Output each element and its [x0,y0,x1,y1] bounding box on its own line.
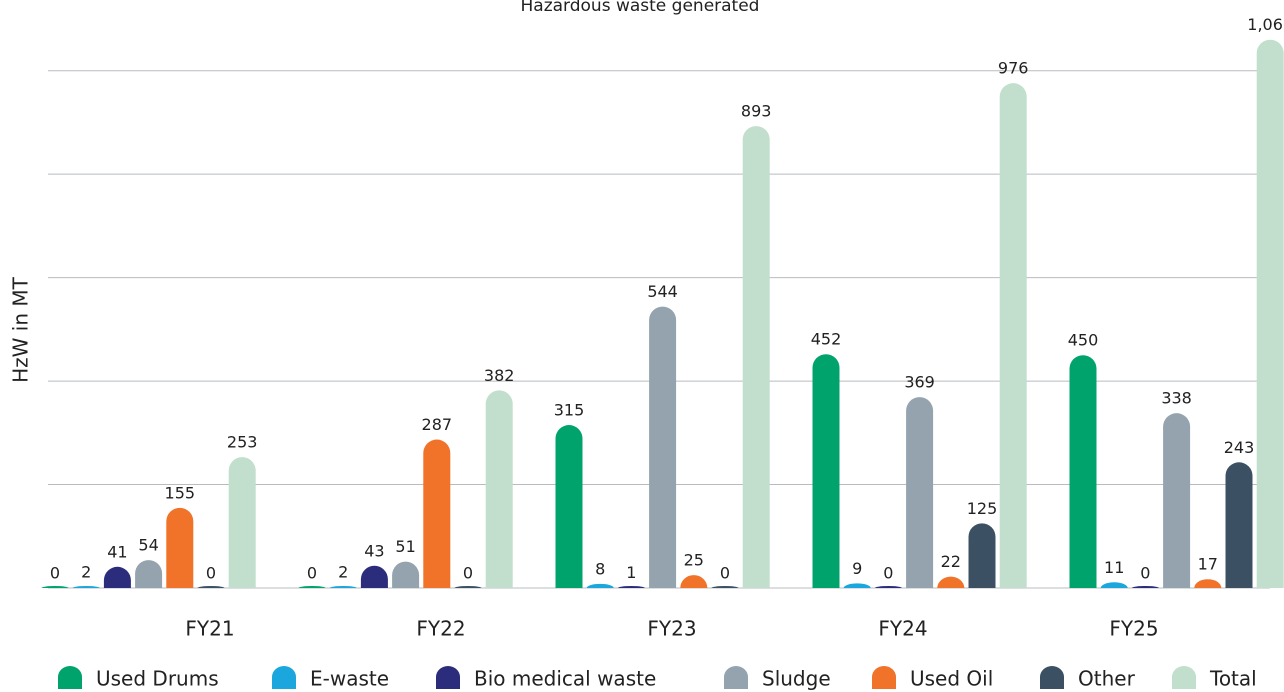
value-label: 155 [165,483,196,502]
value-label: 450 [1068,331,1099,350]
value-label: 893 [741,102,772,121]
bar [135,560,163,588]
bar [1163,413,1191,588]
legend-swatch [872,666,896,689]
value-label: 2 [81,562,91,581]
value-label: 0 [883,564,893,583]
bar [485,390,513,588]
value-label: 51 [395,537,415,556]
value-label: 0 [463,564,473,583]
value-label: 2 [338,562,348,581]
bar [103,566,131,588]
legend-swatch [1040,666,1064,689]
bar [1100,582,1128,588]
bar [617,586,645,588]
legend-swatch [724,666,748,689]
legend-label: Used Oil [910,667,993,691]
y-axis-label: HzW in MT [9,276,33,383]
value-label: 0 [720,564,730,583]
bar [329,586,357,588]
x-tick-label: FY22 [416,617,465,641]
legend-label: Bio medical waste [474,667,656,691]
value-label: 243 [1224,438,1255,457]
value-label: 125 [967,499,998,518]
bar [555,425,583,588]
value-label: 22 [941,552,961,571]
value-label: 17 [1198,555,1218,574]
value-label: 1,060 [1247,15,1284,34]
bar [680,575,708,588]
value-label: 11 [1104,558,1124,577]
bar [874,586,902,588]
value-label: 544 [647,282,678,301]
legend-label: Sludge [762,667,831,691]
value-label: 1 [626,563,636,582]
legend-swatch [1172,666,1196,689]
bar [1069,355,1097,588]
legend-label: Other [1078,667,1136,691]
bar [968,523,996,588]
value-label: 382 [484,366,515,385]
legend-label: Used Drums [96,667,219,691]
value-label: 0 [206,564,216,583]
bar [1256,39,1284,588]
bar [298,586,326,588]
value-label: 9 [852,559,862,578]
value-label: 54 [138,536,158,555]
bar [454,586,482,588]
value-label: 0 [50,564,60,583]
x-tick-label: FY25 [1109,617,1158,641]
bar [586,583,614,588]
value-label: 287 [422,415,453,434]
bar [1225,462,1253,588]
chart-title: Hazardous waste generated [521,0,760,16]
value-label: 8 [595,559,605,578]
bar [649,306,677,588]
value-label: 43 [364,541,384,560]
value-label: 976 [998,59,1029,78]
value-label: 315 [554,401,585,420]
x-tick-label: FY23 [647,617,696,641]
bar [742,126,770,589]
legend-label: E-waste [310,667,389,691]
bar [1194,579,1222,588]
bar [906,397,934,588]
value-label: 369 [904,373,935,392]
value-label: 452 [811,330,842,349]
value-label: 41 [107,542,127,561]
x-tick-label: FY24 [878,617,927,641]
value-label: 0 [307,564,317,583]
value-label: 253 [227,433,258,452]
bar [843,583,871,588]
legend-swatch [58,666,82,689]
bar [937,576,965,588]
value-label: 338 [1161,389,1192,408]
bar [392,561,420,588]
bar [228,457,256,588]
bar [72,586,100,588]
bar [360,565,388,588]
bar [197,586,225,588]
bar [166,507,194,588]
x-tick-label: FY21 [185,617,234,641]
legend-swatch [436,666,460,689]
legend-swatch [272,666,296,689]
bar [999,83,1027,588]
bar [41,586,69,588]
legend-label: Total [1209,667,1257,691]
bar [423,439,451,588]
bar [812,354,840,588]
bar [1131,586,1159,588]
value-label: 0 [1140,564,1150,583]
bar [711,586,739,588]
value-label: 25 [684,551,704,570]
